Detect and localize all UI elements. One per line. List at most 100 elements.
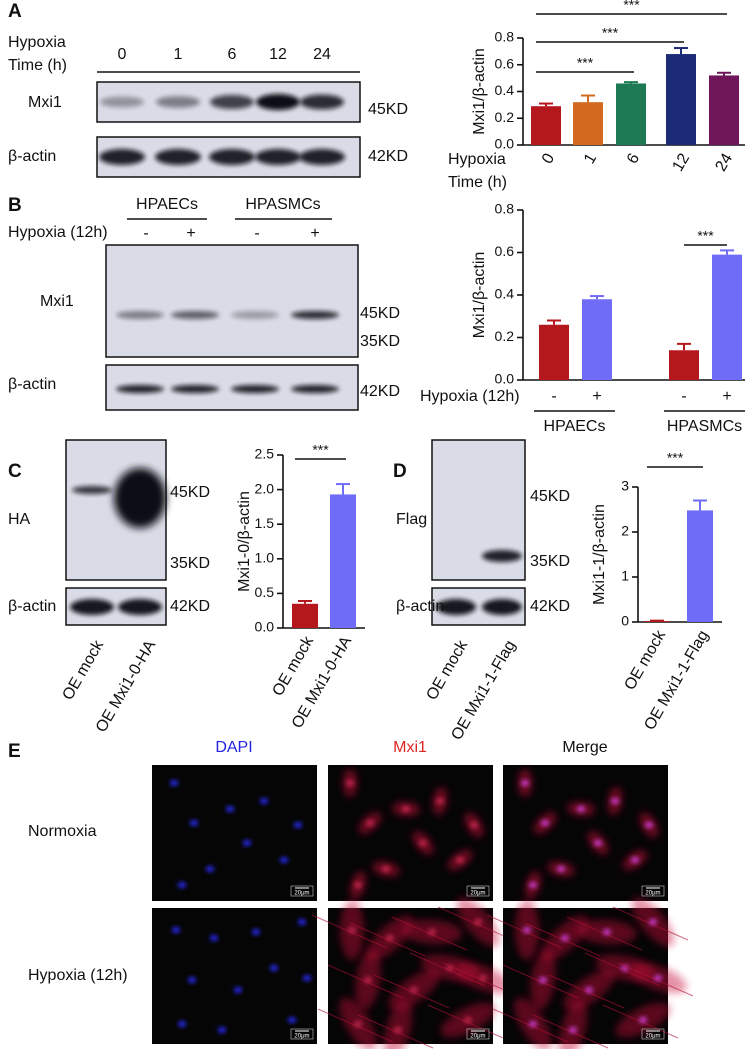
- lane-label: -: [143, 225, 148, 242]
- y-tick-label: 0.6: [495, 243, 515, 259]
- blot-band: [72, 486, 112, 494]
- nucleus: [260, 798, 268, 804]
- nucleus: [394, 1027, 402, 1033]
- size-label: 35KD: [530, 553, 570, 570]
- column-label: Mxi1: [393, 739, 427, 756]
- nucleus: [410, 987, 418, 993]
- scale-bar-box: [466, 1028, 490, 1040]
- nucleus: [188, 977, 196, 983]
- lane-label: OE mock: [59, 637, 107, 703]
- size-label: 35KD: [170, 555, 210, 572]
- blot-label: Mxi1: [40, 293, 74, 310]
- nucleus: [354, 882, 362, 888]
- nucleus: [294, 822, 302, 828]
- nucleus: [464, 1017, 472, 1023]
- x-tick-label: HPAECs: [544, 418, 606, 435]
- nucleus: [436, 798, 444, 804]
- nucleus: [645, 822, 653, 828]
- column-label: DAPI: [215, 739, 252, 756]
- y-tick-label: 0.5: [255, 584, 275, 600]
- blot-band: [291, 385, 339, 393]
- blot-label: Mxi1: [28, 94, 62, 111]
- nucleus: [639, 1017, 647, 1023]
- cells: [170, 780, 302, 888]
- error-bar: [624, 81, 638, 84]
- blot-band: [100, 96, 144, 108]
- group-label: HPAECs: [136, 196, 198, 213]
- nucleus: [569, 1027, 577, 1033]
- blot-band: [231, 385, 279, 393]
- nucleus: [649, 919, 657, 925]
- nucleus: [594, 840, 602, 846]
- column-label: Merge: [562, 739, 607, 756]
- size-label: 45KD: [530, 488, 570, 505]
- bar: [582, 299, 612, 380]
- nucleus: [280, 857, 288, 863]
- blot-row-title: Hypoxia: [8, 34, 66, 51]
- nucleus: [419, 840, 427, 846]
- error-bar: [336, 483, 350, 495]
- row-label: Normoxia: [28, 823, 97, 840]
- blot-band: [116, 385, 164, 393]
- size-label: 42KD: [360, 383, 400, 400]
- scale-bar-box: [641, 1028, 665, 1040]
- size-label: 42KD: [170, 598, 210, 615]
- size-label: 45KD: [368, 101, 408, 118]
- nucleus: [529, 882, 537, 888]
- nucleus: [234, 987, 242, 993]
- y-tick-label: 0.0: [495, 371, 515, 387]
- y-tick-label: 0.2: [495, 328, 515, 344]
- micrograph: [152, 765, 317, 901]
- significance-label: ***: [312, 442, 329, 458]
- cells: [172, 919, 311, 1033]
- x-tick-label: OE mock: [621, 627, 669, 693]
- blot-band: [171, 385, 219, 393]
- bar: [292, 603, 318, 628]
- lane-label: 6: [228, 46, 237, 63]
- blot-label: Flag: [396, 511, 427, 528]
- condition-label: Hypoxia (12h): [8, 224, 108, 241]
- nucleus: [354, 1021, 362, 1027]
- lane-label: 24: [313, 46, 331, 63]
- scale-bar-label: 20μm: [294, 891, 309, 897]
- y-axis-label: Mxi1/β-actin: [471, 252, 488, 339]
- nucleus: [456, 857, 464, 863]
- bar: [330, 494, 356, 628]
- scale-bar-box: [290, 885, 314, 897]
- nucleus: [210, 935, 218, 941]
- nucleus: [523, 927, 531, 933]
- bar: [616, 83, 646, 145]
- nucleus: [654, 975, 662, 981]
- nucleus: [366, 820, 374, 826]
- x-axis-label: Time (h): [448, 174, 507, 191]
- blot-band: [256, 94, 300, 110]
- size-label: 42KD: [368, 148, 408, 165]
- error-bar: [674, 47, 688, 55]
- blot-band: [155, 149, 201, 165]
- blot-band: [436, 599, 476, 615]
- nucleus: [577, 806, 585, 812]
- nucleus: [172, 927, 180, 933]
- error-bar: [298, 600, 312, 604]
- blot-band: [231, 311, 279, 319]
- y-tick-label: 2.0: [255, 480, 275, 496]
- blot-band: [116, 311, 164, 319]
- panel-letter: D: [393, 461, 407, 482]
- bar: [531, 106, 561, 145]
- nucleus: [529, 1021, 537, 1027]
- significance-label: ***: [697, 228, 714, 244]
- nucleus: [428, 929, 436, 935]
- error-bar: [717, 71, 731, 76]
- nucleus: [631, 857, 639, 863]
- error-bar: [581, 94, 595, 103]
- significance-label: ***: [623, 0, 640, 13]
- x-tick-label: 6: [624, 151, 643, 167]
- y-axis-label: Mxi1/β-actin: [471, 48, 488, 135]
- nucleus: [206, 866, 214, 872]
- panel-letter: C: [8, 461, 22, 482]
- nucleus: [218, 1027, 226, 1033]
- blot-band: [118, 599, 162, 615]
- blot-label: β-actin: [396, 598, 444, 615]
- blot-band: [482, 599, 522, 615]
